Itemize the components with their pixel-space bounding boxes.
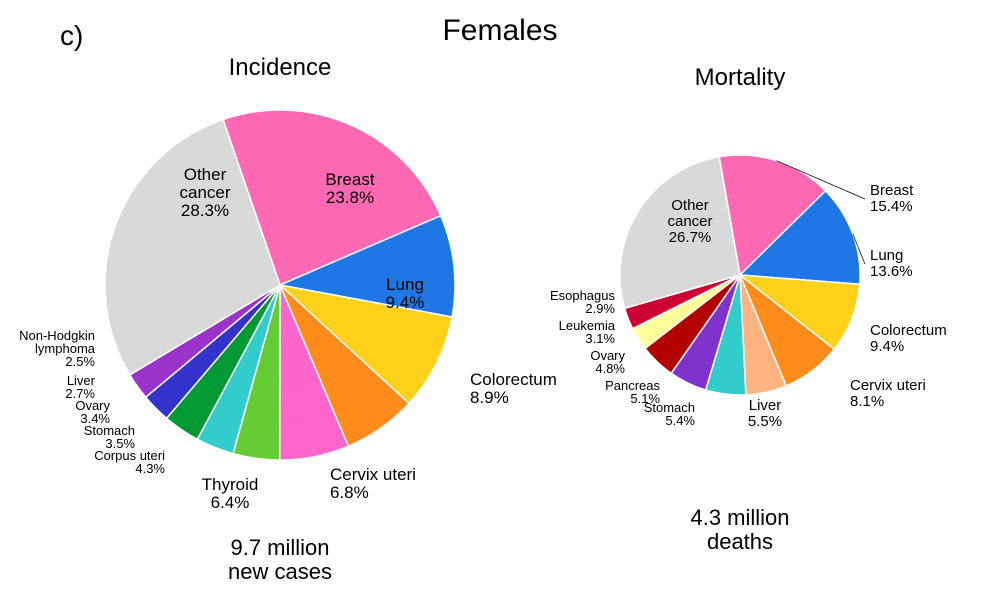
label-incidence-8: Liver2.7% bbox=[65, 373, 95, 401]
label-incidence-2: Colorectum8.9% bbox=[470, 370, 557, 407]
main-title: Females bbox=[442, 14, 557, 47]
mortality-footer: 4.3 milliondeaths bbox=[690, 505, 789, 554]
incidence-title: Incidence bbox=[229, 54, 332, 81]
incidence-footer: 9.7 millionnew cases bbox=[228, 535, 332, 584]
label-mortality-2: Colorectum9.4% bbox=[870, 322, 947, 355]
label-mortality-8: Leukemia3.1% bbox=[559, 318, 616, 346]
label-mortality-9: Esophagus2.9% bbox=[550, 288, 616, 316]
label-incidence-5: Corpus uteri4.3% bbox=[94, 448, 165, 476]
label-incidence-7: Ovary3.4% bbox=[75, 398, 110, 426]
label-incidence-9: Non-Hodgkinlymphoma2.5% bbox=[19, 328, 96, 369]
label-mortality-1: Lung13.6% bbox=[870, 247, 913, 280]
label-incidence-0: Breast23.8% bbox=[325, 170, 374, 207]
label-mortality-7: Ovary4.8% bbox=[590, 348, 625, 376]
label-incidence-10: Othercancer28.3% bbox=[179, 165, 230, 220]
panel-label: c) bbox=[60, 20, 83, 51]
label-mortality-0: Breast15.4% bbox=[870, 182, 914, 215]
label-mortality-3: Cervix uteri8.1% bbox=[850, 377, 926, 410]
label-mortality-4: Liver5.5% bbox=[748, 397, 782, 430]
mortality-title: Mortality bbox=[695, 64, 786, 91]
label-mortality-6: Pancreas5.1% bbox=[605, 378, 660, 406]
label-mortality-10: Othercancer26.7% bbox=[667, 197, 712, 246]
label-incidence-6: Stomach3.5% bbox=[84, 423, 136, 451]
label-incidence-1: Lung9.4% bbox=[386, 275, 425, 312]
label-incidence-4: Thyroid6.4% bbox=[202, 475, 259, 512]
figure: c) Females Incidence Mortality Breast23.8% Lu… bbox=[0, 0, 1000, 600]
pie-mortality bbox=[620, 155, 860, 395]
label-incidence-3: Cervix uteri6.8% bbox=[330, 465, 416, 502]
